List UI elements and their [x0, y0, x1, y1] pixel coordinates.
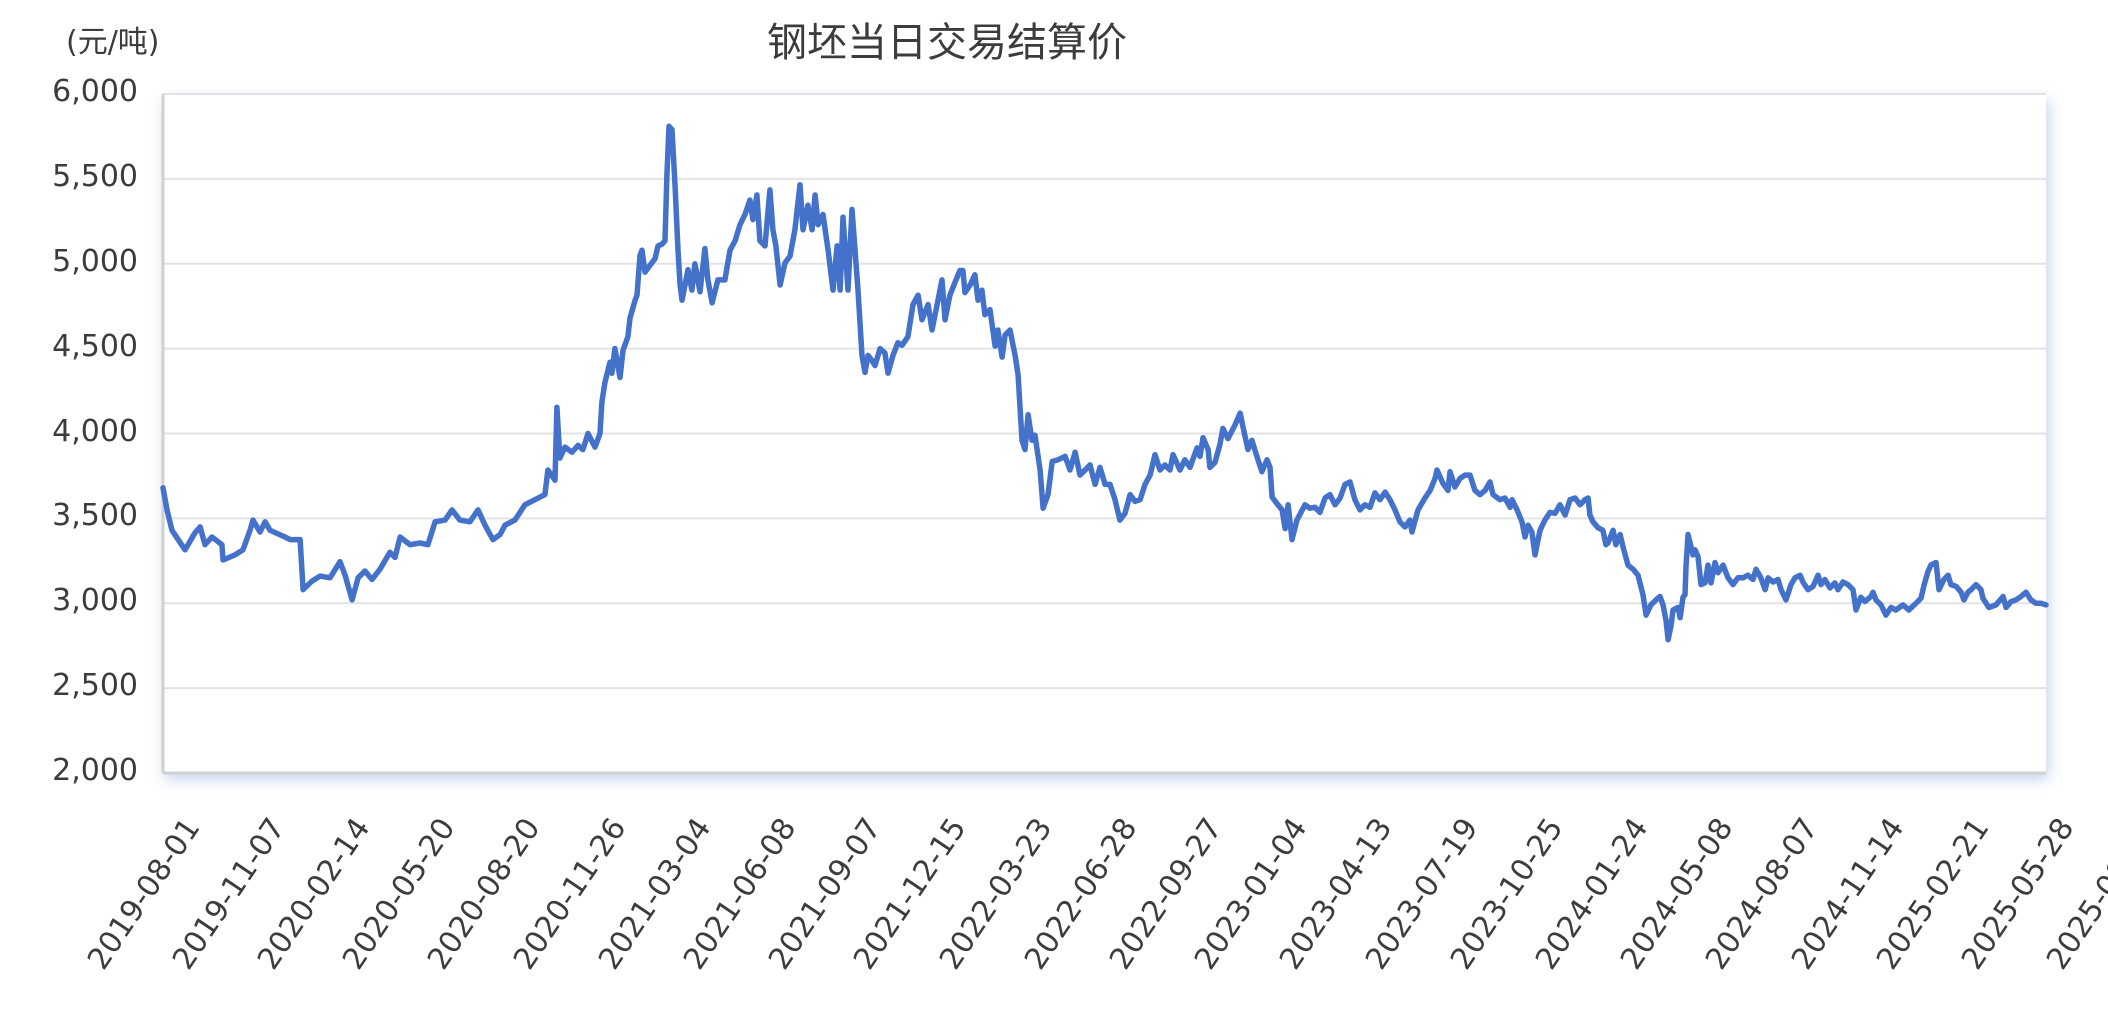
y-axis-unit-label: (元/吨) — [66, 25, 160, 60]
y-tick-label: 3,500 — [52, 498, 138, 534]
price-line-series — [160, 123, 2049, 643]
chart-title: 钢坯当日交易结算价 — [0, 18, 2108, 68]
y-tick-label: 6,000 — [52, 74, 138, 109]
y-tick-label: 3,000 — [52, 583, 138, 619]
y-tick-label: 2,000 — [52, 753, 138, 788]
y-tick-label: 4,500 — [52, 328, 138, 364]
y-tick-label: 5,500 — [52, 158, 138, 194]
chart-title-text: 钢坯当日交易结算价 — [767, 20, 1127, 66]
y-tick-label: 5,000 — [52, 243, 138, 279]
y-tick-label: 2,500 — [52, 668, 138, 704]
y-tick-label: 4,000 — [52, 413, 138, 449]
gridlines — [163, 93, 2046, 775]
